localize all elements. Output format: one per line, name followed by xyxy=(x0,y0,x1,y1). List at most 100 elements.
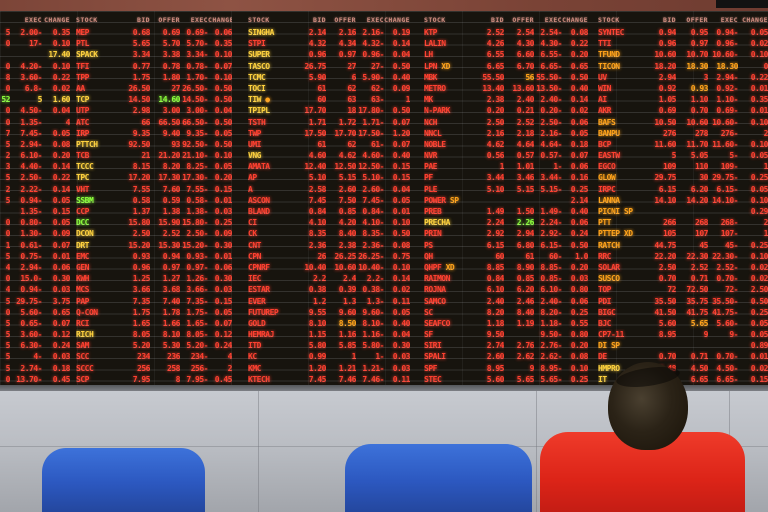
exec-value: 5.70- xyxy=(186,39,208,49)
offer-value: 9 xyxy=(529,363,534,373)
column-header: EXEC xyxy=(190,16,208,24)
bid-value: 0.84 xyxy=(308,207,326,216)
stock-symbol: SCCC xyxy=(76,363,94,373)
column-header: STOCK xyxy=(76,16,98,24)
stock-symbol: SINGHA xyxy=(248,28,274,37)
column-header: STOCK xyxy=(248,16,270,24)
bid-value: 8.95 xyxy=(658,330,676,340)
offer-value: 63 xyxy=(347,95,356,105)
exec-value: 107- xyxy=(720,229,738,239)
exec-value: 3.34- xyxy=(186,50,208,60)
offer-value: 0.97 xyxy=(690,39,708,49)
ticker-row: SEAFCO 1.18 1.19 1.18- 0.55 xyxy=(424,318,588,329)
change-value: 0.50 xyxy=(214,83,232,93)
ticker-row: PRIN 2.92 2.94 2.92- 0.24 xyxy=(424,228,588,239)
status-flag: SP xyxy=(619,207,633,216)
bid-value: 21 xyxy=(141,151,150,161)
ticker-row: SCC 234 236 234- 4 xyxy=(76,351,232,362)
offer-value: 1.27 xyxy=(162,274,180,284)
offer-value: 8.50 xyxy=(338,318,356,328)
change-value: 0.25 xyxy=(750,240,768,250)
change-value: 0.08 xyxy=(52,139,70,149)
exec-value: 4.64- xyxy=(540,139,562,149)
offer-value: 0.59 xyxy=(162,195,180,205)
bid-value: 5.60 xyxy=(658,318,676,328)
change-value: 0.12 xyxy=(52,330,70,340)
stub-value: 5 xyxy=(5,330,10,340)
offer-value: 1.80 xyxy=(162,72,180,82)
change-value: 0.80 xyxy=(570,330,588,340)
bid-value: 5.20 xyxy=(132,341,150,351)
ticker-row: 5 0.94- 0.05 xyxy=(0,195,70,206)
bid-value: 4.10 xyxy=(308,218,326,228)
column-header: OFFER xyxy=(334,16,356,24)
bid-value: 8.10 xyxy=(308,318,326,328)
exec-value: 22.30- xyxy=(712,251,738,261)
exec-value: 55.50- xyxy=(536,72,562,82)
exec-value: 6.15- xyxy=(716,184,738,194)
stock-symbol: AI xyxy=(598,95,607,105)
ticker-row: EGCO 109 110 109- 1 xyxy=(598,161,768,172)
offer-value: 1.66 xyxy=(162,318,180,328)
exec-value: 2.16- xyxy=(362,28,384,37)
bid-value: 2.40 xyxy=(486,296,504,306)
stock-symbol: NNCL xyxy=(424,128,442,138)
change-value: 0.09 xyxy=(214,229,232,239)
offer-value: 2.52 xyxy=(162,229,180,239)
exec-value: 6.65- xyxy=(540,61,562,71)
column-header: EXEC xyxy=(720,16,738,24)
ticker-row: TOCI 61 62 62- 0.09 xyxy=(248,83,410,94)
stub-value: 0 xyxy=(5,307,10,317)
bid-value: 14.50 xyxy=(128,95,150,105)
change-value: 0.08 xyxy=(570,352,588,362)
bid-value: 2.58 xyxy=(308,184,326,194)
stub-value: 5 xyxy=(5,251,10,261)
offer-value: 10.70 xyxy=(686,50,708,60)
wall-seam xyxy=(258,391,259,512)
ticker-row: CK 8.35 8.40 8.35- 0.50 xyxy=(248,228,410,239)
stock-symbol: EMC xyxy=(76,251,89,261)
ticker-row: 2 2.22- 0.14 xyxy=(0,184,70,195)
ticker-row: QHPF XD 8.85 8.90 8.85- 0.20 xyxy=(424,262,588,273)
exec-value: 5.60- xyxy=(20,307,42,317)
offer-value: 0.94 xyxy=(162,251,180,261)
ticker-row: TPC 17.20 17.30 17.30- 0.20 xyxy=(76,172,232,183)
stub-value: 4 xyxy=(5,285,10,295)
stock-symbol: TCB xyxy=(76,151,89,161)
exec-value: 8.10- xyxy=(362,318,384,328)
stock-symbol: SIRI xyxy=(424,341,442,351)
column-header: OFFER xyxy=(158,16,180,24)
change-value: 0.02 xyxy=(750,363,768,373)
exec-value: 5.80- xyxy=(362,341,384,351)
bid-value: 8.05 xyxy=(132,330,150,340)
bid-value: 5.90 xyxy=(308,72,326,82)
exec-value: 14.50- xyxy=(182,95,208,105)
exec-value: 17.80- xyxy=(358,106,384,116)
ticker-row: 5 0.75- 0.01 xyxy=(0,251,70,262)
exec-value: 8.20- xyxy=(540,307,562,317)
bid-value: 4.60 xyxy=(308,151,326,161)
ticker-row: DRT 15.20 15.30 15.20- 0.30 xyxy=(76,240,232,251)
stub-value: 7 xyxy=(5,128,10,138)
ticker-row: 0 5.60- 0.65 xyxy=(0,307,70,318)
ticker-row: PAP 7.35 7.40 7.35- 0.15 xyxy=(76,296,232,307)
change-value: 1 xyxy=(763,229,768,239)
bid-value: 9.35 xyxy=(132,128,150,138)
bid-value: 41.50 xyxy=(654,307,676,317)
offer-value: 5.15 xyxy=(516,184,534,194)
bid-value: 2.94 xyxy=(658,72,676,82)
ticker-row: TCB 21 21.20 21.10- 0.10 xyxy=(76,150,232,161)
offer-value: 2.54 xyxy=(516,28,534,37)
exec-value: 0.94- xyxy=(716,28,738,37)
ticker-row: 1 0.61- 0.07 xyxy=(0,240,70,251)
ticker-row: 0 4.50- 0.04 xyxy=(0,105,70,116)
bid-value: 11.60 xyxy=(654,139,676,149)
stock-symbol: CPNRF xyxy=(248,262,270,272)
change-value: 0.05 xyxy=(52,128,70,138)
column-header: BID xyxy=(491,16,504,24)
ticker-row: 17.40 xyxy=(0,49,70,60)
ticker-row: NNCL 2.16 2.18 2.16- 0.05 xyxy=(424,128,588,139)
bid-value: 8.85 xyxy=(486,262,504,272)
change-value: 0.02 xyxy=(750,39,768,49)
change-value: 0.05 xyxy=(52,218,70,228)
